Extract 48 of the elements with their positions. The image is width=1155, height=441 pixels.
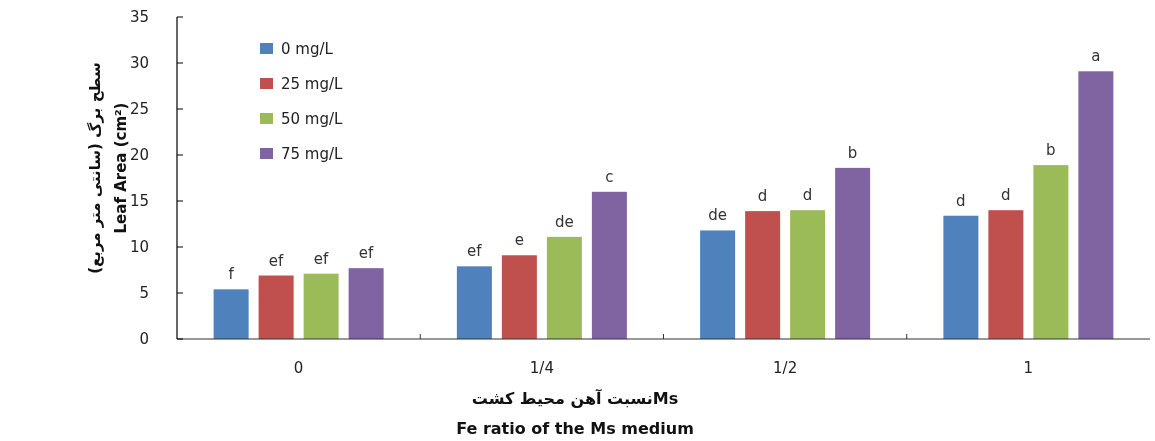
bar [790,210,826,339]
bar [456,266,492,339]
legend-label: 75 mg/L [281,145,344,163]
bar [591,191,627,339]
bar [258,275,294,339]
annotation: de [708,206,727,225]
x-tick-label: 1/4 [529,359,554,377]
annotation: a [1091,47,1101,66]
bar [1033,165,1069,339]
annotation: ef [467,242,483,261]
bar [546,236,582,339]
bar [501,255,537,339]
annotation: de [555,212,574,231]
annotation: ef [313,249,330,268]
y-tick-label: 30 [129,54,149,72]
x-tick-label: 0 [293,359,304,377]
y-tick-label: 15 [129,192,149,210]
annotation: c [605,167,614,186]
bar [835,167,871,339]
bar [943,215,979,339]
bar [700,230,736,339]
bar [745,211,781,339]
y-tick-label: 10 [129,238,149,256]
legend-label: 0 mg/L [281,40,334,58]
annotation: b [1046,141,1056,160]
annotation: e [514,231,524,250]
bar [988,210,1024,339]
annotation: ef [268,251,285,270]
x-tick-label: 1 [1023,359,1034,377]
y-tick-label: 5 [139,284,149,302]
bar [348,268,384,339]
y-tick-label: 20 [129,146,149,164]
annotation: d [757,187,768,206]
y-tick-label: 35 [129,8,149,26]
bar [303,273,339,339]
annotation: f [228,265,235,284]
legend-label: 50 mg/L [281,110,344,128]
bar [213,289,249,339]
annotation: d [956,191,966,210]
legend-label: 25 mg/L [281,75,344,93]
annotation: b [847,143,858,162]
annotation: ef [358,244,375,263]
y-tick-label: 0 [139,330,149,348]
annotation: d [1001,186,1011,205]
bar [1078,71,1114,339]
x-tick-label: 1/2 [773,359,798,377]
y-tick-label: 25 [129,100,149,118]
annotation: d [802,186,813,205]
